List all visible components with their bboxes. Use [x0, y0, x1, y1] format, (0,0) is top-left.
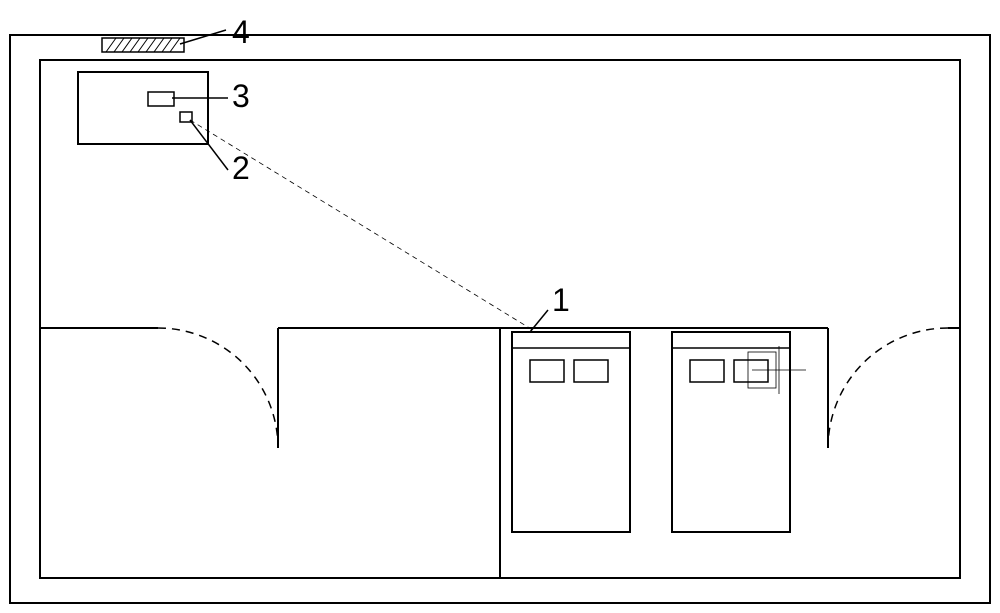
- bed1: [512, 332, 630, 532]
- leader-2: [190, 120, 228, 170]
- door-arc-right: [828, 328, 948, 448]
- bed2: [672, 332, 790, 532]
- bed1-pillow1: [530, 360, 564, 382]
- floorplan-diagram: [0, 0, 1000, 613]
- vent-rect: [102, 38, 184, 52]
- inner-frame: [40, 60, 960, 578]
- label-3: 3: [232, 78, 250, 115]
- label-2: 2: [232, 150, 250, 187]
- device-box: [78, 72, 208, 144]
- bed2-inner-mark: [748, 352, 776, 388]
- label-1: 1: [552, 282, 570, 319]
- device-tiny-rect: [180, 112, 192, 122]
- bed2-pillow2: [734, 360, 768, 382]
- door-arc-left: [158, 328, 278, 448]
- vent-hatch: [106, 38, 180, 52]
- bed2-pillow1: [690, 360, 724, 382]
- outer-frame: [10, 35, 990, 603]
- label-4: 4: [232, 14, 250, 51]
- leader-1: [530, 310, 548, 332]
- device-small-rect: [148, 92, 174, 106]
- bed1-pillow2: [574, 360, 608, 382]
- leader-4: [180, 30, 226, 44]
